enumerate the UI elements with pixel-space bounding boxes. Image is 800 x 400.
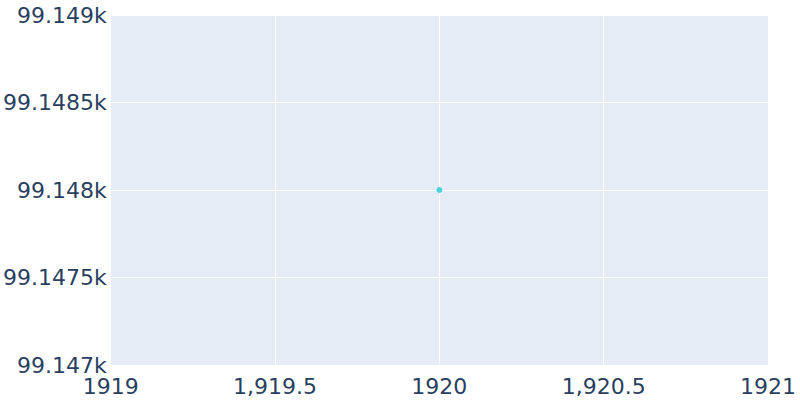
svg-text:1919: 1919: [83, 374, 139, 399]
svg-text:99.149k: 99.149k: [17, 3, 107, 28]
svg-text:1920: 1920: [411, 374, 467, 399]
svg-text:1921: 1921: [740, 374, 796, 399]
svg-text:99.1485k: 99.1485k: [3, 90, 107, 115]
svg-text:99.148k: 99.148k: [17, 178, 107, 203]
svg-text:1,919.5: 1,919.5: [233, 374, 317, 399]
svg-text:99.147k: 99.147k: [17, 352, 107, 378]
svg-text:99.1475k: 99.1475k: [3, 265, 107, 290]
svg-text:1,920.5: 1,920.5: [562, 374, 646, 399]
